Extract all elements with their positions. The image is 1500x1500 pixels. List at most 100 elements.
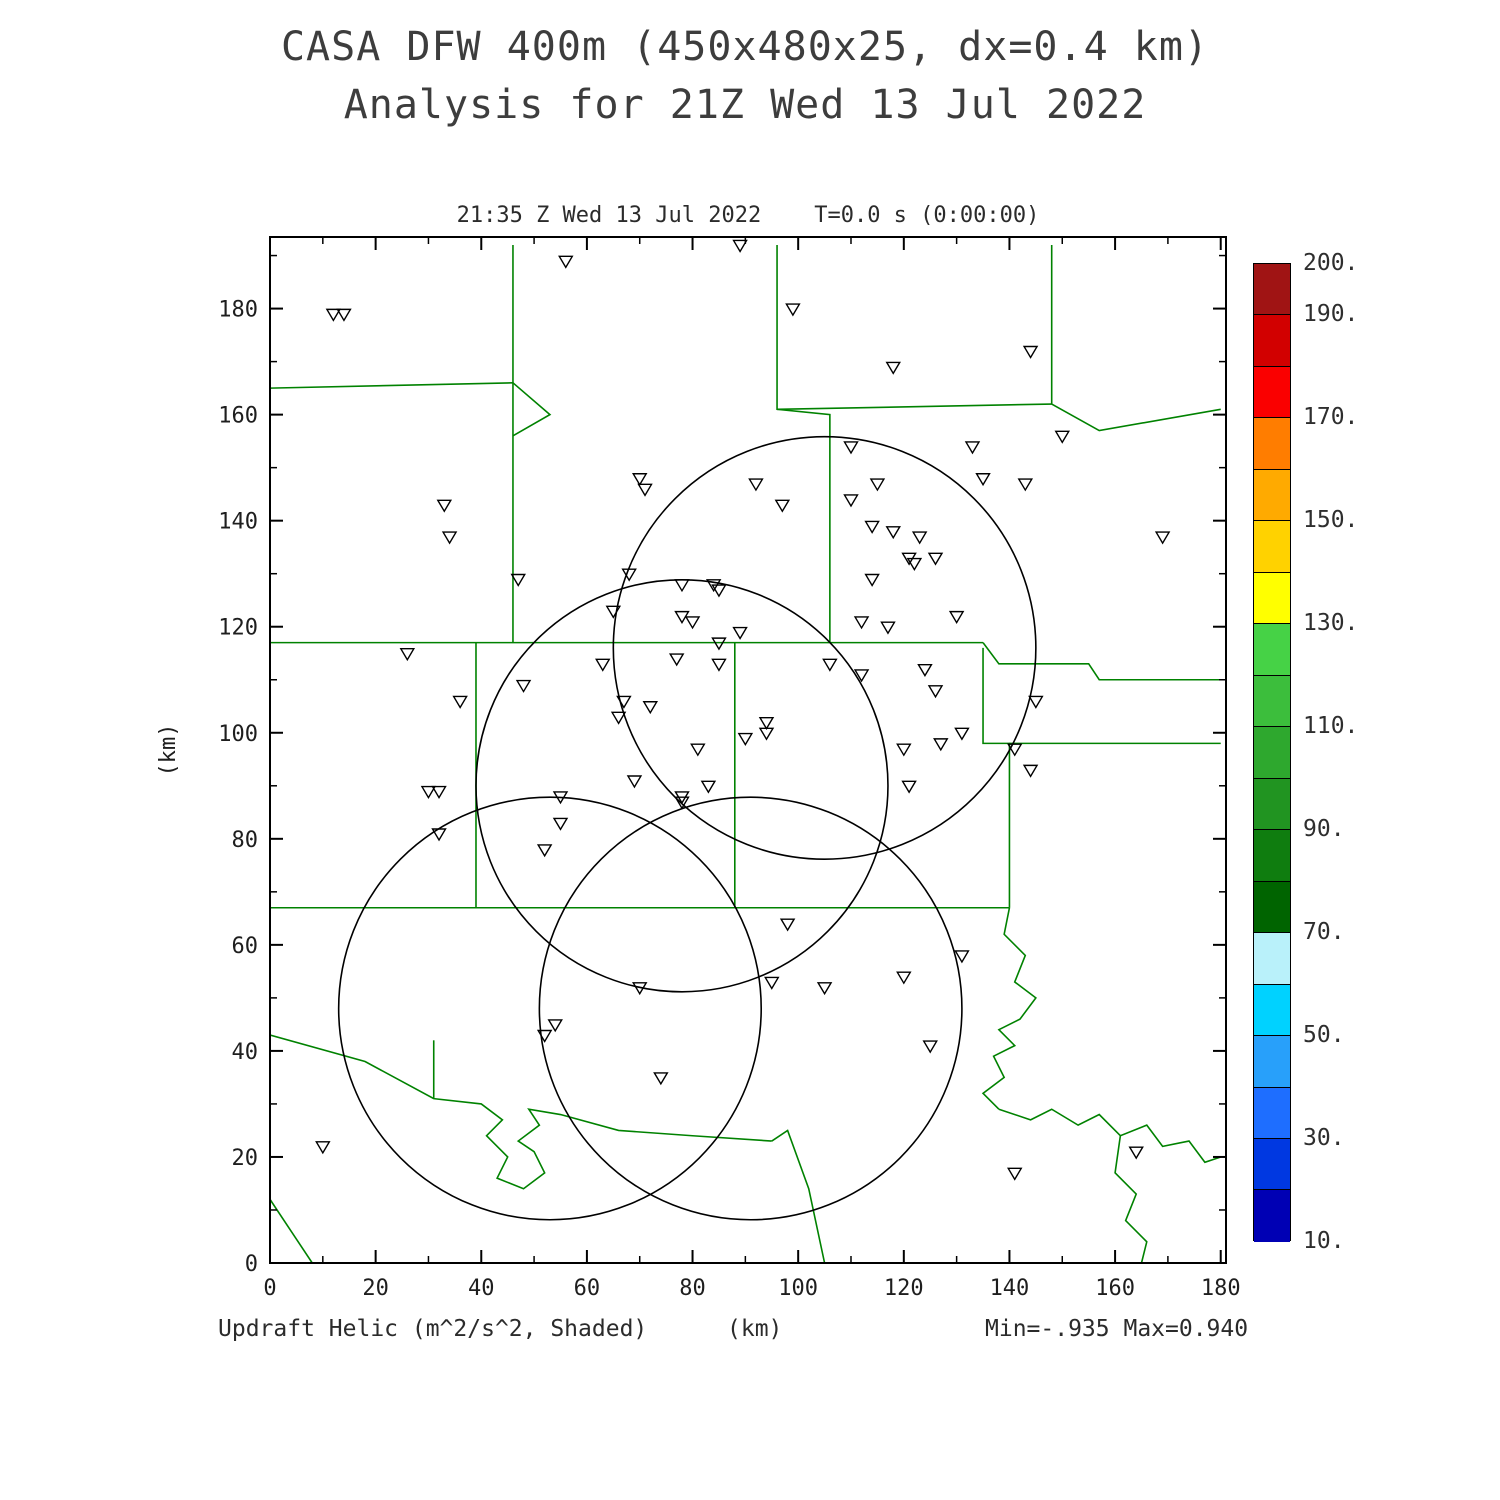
storm-report-marker	[616, 695, 632, 709]
storm-report-marker	[927, 685, 944, 699]
storm-report-marker	[399, 648, 416, 662]
y-tick-label: 100	[218, 722, 258, 747]
storm-report-marker	[336, 308, 352, 322]
storm-report-marker	[315, 1141, 331, 1155]
colorbar-segment	[1254, 881, 1290, 934]
storm-report-marker	[732, 239, 748, 253]
storm-report-marker	[668, 653, 685, 667]
colorbar-tick-label: 90.	[1303, 816, 1345, 843]
storm-report-marker	[441, 531, 458, 545]
colorbar-segment	[1254, 315, 1290, 367]
county-boundary-line	[776, 244, 831, 643]
colorbar-tick-label: 200.	[1303, 250, 1359, 276]
storm-report-marker	[822, 658, 838, 672]
valid-time-subtitle: 21:35 Z Wed 13 Jul 2022 T=0.0 s (0:00:00…	[456, 203, 1040, 228]
storm-report-marker	[595, 658, 611, 672]
storm-report-marker	[711, 658, 727, 672]
colorbar-segment	[1254, 1138, 1290, 1191]
county-boundary-line	[981, 907, 1037, 1110]
colorbar-segment	[1254, 933, 1290, 985]
y-tick-label: 160	[218, 404, 258, 429]
storm-report-marker	[975, 473, 991, 487]
storm-report-marker	[1028, 695, 1044, 709]
storm-report-marker	[748, 478, 764, 492]
y-tick-label: 180	[218, 298, 258, 323]
colorbar-tick-label: 50.	[1303, 1022, 1345, 1049]
storm-report-marker	[431, 828, 447, 842]
storm-report-marker	[536, 1029, 553, 1043]
colorbar-tick-label: 170.	[1303, 404, 1359, 431]
storm-report-marker	[1054, 430, 1070, 444]
storm-report-marker	[896, 743, 912, 757]
county-boundary-line	[1114, 1135, 1148, 1263]
colorbar-segment	[1254, 984, 1290, 1037]
storm-report-marker	[711, 584, 727, 598]
county-boundary-line	[512, 382, 552, 437]
x-tick-label: 20	[362, 1276, 389, 1301]
colorbar-segment	[1254, 1190, 1290, 1242]
radar-range-circle	[612, 435, 1037, 861]
storm-report-marker	[816, 982, 833, 996]
storm-report-marker	[690, 743, 706, 757]
storm-report-marker	[737, 732, 754, 746]
storm-report-marker	[954, 727, 970, 741]
storm-report-marker	[764, 976, 780, 990]
storm-report-marker	[922, 1040, 938, 1054]
storm-report-marker	[885, 526, 901, 540]
storm-report-marker	[621, 568, 637, 582]
storm-report-marker	[927, 552, 944, 566]
colorbar-segment	[1254, 366, 1290, 419]
storm-report-marker	[758, 727, 775, 741]
storm-report-marker	[536, 844, 553, 858]
colorbar-tick-label: 110.	[1303, 713, 1359, 740]
storm-report-marker	[1007, 743, 1023, 757]
storm-report-marker	[954, 950, 970, 964]
title-line-1: CASA DFW 400m (450x480x25, dx=0.4 km)	[280, 24, 1210, 70]
storm-report-marker	[1022, 764, 1039, 778]
colorbar-segment	[1254, 1036, 1290, 1088]
storm-report-marker	[558, 255, 574, 269]
storm-report-marker	[420, 785, 437, 799]
colorbar-tick-label: 130.	[1303, 610, 1359, 637]
storm-report-marker	[779, 918, 796, 932]
storm-report-marker	[452, 695, 468, 709]
storm-report-marker	[510, 573, 526, 587]
county-boundary-line	[777, 403, 1052, 411]
colorbar-tick-label: 190.	[1303, 301, 1359, 328]
colorbar-segment	[1254, 469, 1290, 522]
x-tick-label: 0	[263, 1276, 276, 1301]
x-tick-label: 60	[574, 1276, 601, 1301]
county-boundary-line	[1051, 403, 1221, 432]
county-boundary-line	[982, 647, 1011, 908]
y-tick-label: 20	[232, 1146, 259, 1171]
storm-report-marker	[843, 494, 859, 508]
storm-report-marker	[964, 441, 981, 455]
colorbar-segment	[1254, 830, 1290, 882]
colorbar-tick-label: 30.	[1303, 1125, 1345, 1152]
storm-report-marker	[711, 637, 727, 651]
storm-report-marker	[880, 621, 896, 635]
y-tick-label: 60	[232, 934, 259, 959]
storm-report-marker	[674, 610, 690, 624]
storm-report-marker	[631, 473, 648, 487]
storm-report-marker	[869, 478, 886, 492]
radar-range-circle	[538, 796, 963, 1221]
storm-report-marker	[901, 780, 917, 794]
storm-report-marker	[610, 711, 627, 725]
plot-title: CASA DFW 400m (450x480x25, dx=0.4 km) An…	[0, 18, 1490, 134]
colorbar-tick-label: 10.	[1303, 1228, 1345, 1254]
map-plot-svg: 0 20 40 60 80 100 120 140 160 180 0 20 40 60 80 100 120 1…	[156, 236, 1241, 1301]
colorbar-segment	[1254, 418, 1290, 470]
storm-report-marker	[1017, 478, 1034, 492]
storm-report-marker	[864, 520, 880, 534]
colorbar	[1253, 263, 1291, 1242]
storm-report-marker	[1154, 531, 1171, 545]
storm-report-marker	[431, 785, 447, 799]
x-tick-label: 80	[679, 1276, 706, 1301]
y-tick-label: 120	[218, 616, 258, 641]
colorbar-segment	[1254, 264, 1290, 316]
colorbar-segment	[1254, 572, 1290, 625]
colorbar-tick-label: 150.	[1303, 507, 1359, 534]
storm-report-marker	[1022, 345, 1039, 359]
storm-report-marker	[642, 701, 659, 715]
